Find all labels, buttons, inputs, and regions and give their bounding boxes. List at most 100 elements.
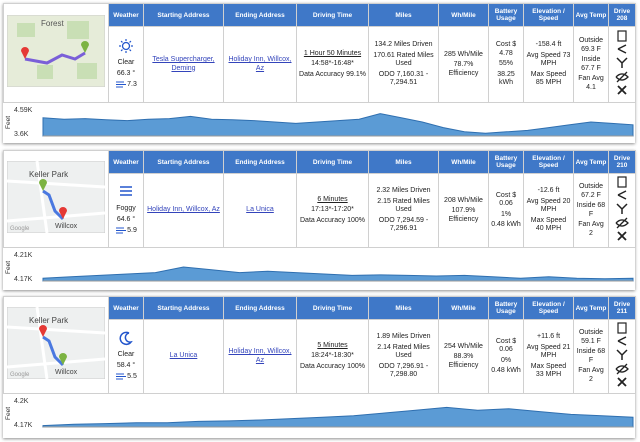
road: [6, 307, 106, 380]
start-address-cell: Tesla Supercharger, Deming: [143, 26, 224, 103]
log-icon[interactable]: [617, 30, 627, 42]
map-label: Keller Park: [29, 170, 69, 179]
elevation-speed-cell: -158.4 ft Avg Speed 73 MPH Max Speed 85 MP…: [523, 26, 574, 103]
elevation-speed-line: Avg Speed 73 MPH: [526, 51, 571, 68]
hide-icon[interactable]: [615, 363, 629, 375]
duration[interactable]: 6 Minutes: [317, 195, 348, 203]
column-header: Wh/Mile: [438, 3, 489, 27]
map-attribution: Google: [10, 226, 30, 232]
map-label: Willcox: [55, 223, 78, 230]
start-address-link[interactable]: Holiday Inn, Willcox, Az: [147, 206, 220, 214]
duration[interactable]: 1 Hour 50 Minutes: [303, 49, 362, 57]
log-icon[interactable]: [617, 176, 627, 188]
end-pin: [21, 47, 29, 60]
miles-line: 134.2 Miles Driven: [374, 41, 433, 49]
tick-label: 4.21K: [14, 252, 33, 259]
avg-temp-line: Fan Avg 2: [578, 367, 604, 383]
hide-icon[interactable]: [615, 217, 629, 229]
column-header: Elevation / Speed: [523, 296, 574, 320]
route-map[interactable]: Keller Park Willcox Google: [6, 160, 106, 234]
driving-time-cell: 6 Minutes 17:13*-17:20* Data Accuracy 100%: [296, 173, 369, 248]
delete-icon[interactable]: [617, 377, 627, 387]
column-header: Elevation / Speed: [523, 150, 574, 174]
merge-icon[interactable]: [616, 203, 628, 214]
temperature: 58.4 °: [116, 361, 136, 369]
drive-card: Keller Park Willcox Google Weather Starting …: [3, 296, 636, 438]
column-header: Starting Address: [143, 150, 224, 174]
merge-icon[interactable]: [616, 57, 628, 68]
column-header: Avg Temp: [573, 296, 609, 320]
battery-line: 38.25 kWh: [497, 70, 515, 87]
avg-temp-line: Outside 67.2 F: [578, 183, 604, 199]
column-header: Drive 208: [608, 3, 636, 27]
end-address-link[interactable]: Holiday Inn, Willcox, Az: [228, 348, 292, 364]
weather-cell: Foggy 64.6 ° 5.9: [108, 173, 144, 248]
wind-icon: [116, 81, 127, 88]
elevation-area: [42, 266, 634, 282]
column-header: Miles: [368, 150, 439, 174]
column-header: Drive 211: [608, 296, 636, 320]
end-pin: [59, 207, 67, 220]
end-pin: [59, 353, 67, 366]
weather-icon: [120, 185, 132, 196]
sun-ray: [129, 48, 132, 51]
tick-label: 4.17K: [14, 276, 33, 283]
end-address-link[interactable]: La Unica: [246, 206, 274, 214]
wh-mile-line: 88.3% Efficiency: [448, 353, 479, 369]
hide-icon[interactable]: [615, 71, 629, 83]
map-cell: Keller Park Willcox Google: [3, 150, 109, 248]
miles-cell: 1.89 Miles Driven 2.14 Rated Miles Used OD…: [368, 319, 439, 394]
end-address-link[interactable]: Holiday Inn, Willcox, Az: [228, 56, 292, 72]
column-header: Ending Address: [223, 296, 297, 320]
share-icon[interactable]: [617, 190, 627, 200]
drive-table: Keller Park Willcox Google Weather Starting …: [3, 296, 636, 394]
route-line: [42, 190, 65, 221]
data-accuracy: Data Accuracy 100%: [300, 362, 365, 370]
sun-ray: [129, 40, 132, 43]
weather-condition: Foggy: [116, 205, 136, 213]
data-accuracy: Data Accuracy 99.1%: [299, 70, 366, 78]
start-pin: [39, 179, 47, 192]
share-icon[interactable]: [617, 44, 627, 54]
delete-icon[interactable]: [617, 85, 627, 95]
drive-card: Forest Weather Starting Address Ending Addr…: [3, 3, 636, 143]
start-pin: [39, 325, 47, 338]
log-icon[interactable]: [617, 322, 627, 334]
driving-time-cell: 1 Hour 50 Minutes 14:58*-16:48* Data Accur…: [296, 26, 369, 103]
start-address-link[interactable]: Tesla Supercharger, Deming: [152, 56, 215, 72]
avg-temp-line: Inside 68 F: [576, 202, 606, 218]
column-header: Wh/Mile: [438, 150, 489, 174]
drive-table: Keller Park Willcox Google Weather Starting …: [3, 150, 636, 248]
header-row: Keller Park Willcox Google Weather Starting …: [3, 296, 636, 394]
route-map[interactable]: Forest: [6, 14, 106, 88]
tick-label: 4.59K: [14, 107, 33, 114]
miles-line: ODO 7,296.91 - 7,298.80: [378, 362, 429, 379]
tick-label: 4.2K: [14, 398, 29, 405]
wind-lines: [116, 227, 127, 234]
wind-speed: 5.9: [127, 226, 137, 234]
battery-line: 1%: [500, 210, 512, 218]
miles-cell: 2.32 Miles Driven 2.15 Rated Miles Used OD…: [368, 173, 439, 248]
route-map[interactable]: Keller Park Willcox Google: [6, 306, 106, 380]
share-icon[interactable]: [617, 336, 627, 346]
column-header: Ending Address: [223, 150, 297, 174]
miles-line: 1.89 Miles Driven: [376, 333, 431, 341]
battery-line: Cost $ 4.78: [495, 41, 517, 57]
duration[interactable]: 5 Minutes: [317, 341, 348, 349]
elevation-speed-line: -12.6 ft: [537, 187, 560, 195]
forest-patch: [37, 65, 53, 80]
elevation-speed-cell: -12.6 ft Avg Speed 20 MPH Max Speed 40 MPH: [523, 173, 574, 248]
merge-icon[interactable]: [616, 349, 628, 360]
wind-icon: [116, 373, 127, 380]
wh-mile-cell: 254 Wh/Mile 88.3% Efficiency: [438, 319, 489, 394]
time-span: 17:13*-17:20*: [311, 206, 354, 214]
avg-temp-cell: Outside 59.1 F Inside 68 F Fan Avg 2: [573, 319, 609, 394]
delete-icon[interactable]: [617, 231, 627, 241]
column-header: Avg Temp: [573, 150, 609, 174]
elevation-speed-line: Max Speed 33 MPH: [530, 362, 567, 379]
start-address-link[interactable]: La Unica: [169, 352, 198, 360]
elevation-speed-line: Max Speed 40 MPH: [530, 216, 567, 233]
wh-mile-line: 254 Wh/Mile: [444, 342, 483, 350]
column-header: Starting Address: [143, 3, 224, 27]
